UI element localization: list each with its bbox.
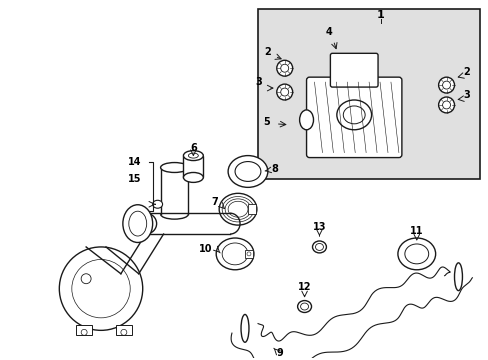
Circle shape [280,64,288,72]
Ellipse shape [227,156,267,187]
Text: 2: 2 [264,47,271,57]
Ellipse shape [397,238,435,270]
Text: 12: 12 [297,282,311,292]
Bar [247,204,255,214]
Ellipse shape [183,150,203,161]
Ellipse shape [183,172,203,183]
Circle shape [59,247,142,330]
Text: 13: 13 [312,222,325,232]
Bar [257,9,479,179]
Circle shape [442,101,449,109]
Text: 7: 7 [211,197,218,207]
Text: 15: 15 [128,175,141,184]
Circle shape [280,88,288,96]
Bar [76,325,92,335]
Bar [116,325,132,335]
Text: 6: 6 [190,143,196,153]
Ellipse shape [160,163,188,172]
Ellipse shape [235,162,261,181]
Text: 14: 14 [128,157,141,167]
Bar [244,250,252,258]
Ellipse shape [299,110,313,130]
Text: 2: 2 [462,67,469,77]
Text: 10: 10 [198,244,212,254]
Ellipse shape [241,315,248,342]
Text: 3: 3 [462,90,469,100]
Text: 9: 9 [276,348,283,358]
Circle shape [276,84,292,100]
Text: 3: 3 [255,77,262,87]
Ellipse shape [404,244,428,264]
Text: 4: 4 [325,27,332,37]
Circle shape [438,97,453,113]
Circle shape [442,81,449,89]
Ellipse shape [135,213,156,234]
Text: 11: 11 [409,226,423,236]
Ellipse shape [122,205,152,243]
Ellipse shape [297,301,311,312]
Text: 8: 8 [271,165,278,175]
Ellipse shape [312,241,326,253]
FancyBboxPatch shape [306,77,401,158]
Circle shape [438,77,453,93]
Bar [183,156,203,177]
Text: 5: 5 [263,117,269,127]
FancyBboxPatch shape [330,53,377,87]
Text: 1: 1 [376,10,384,19]
Ellipse shape [152,200,162,208]
Ellipse shape [453,263,462,291]
Circle shape [276,60,292,76]
